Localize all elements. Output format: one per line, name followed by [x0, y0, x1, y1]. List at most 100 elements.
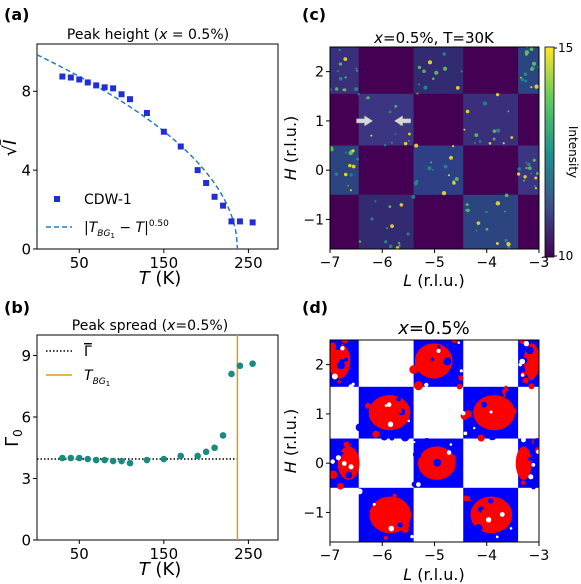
speckle: [477, 434, 485, 442]
data-point: [118, 91, 125, 98]
speckle: [404, 522, 410, 528]
bragg-spot: [413, 181, 418, 186]
bragg-spot: [354, 87, 359, 92]
speckle: [470, 525, 477, 532]
speckle: [480, 401, 488, 408]
bragg-spot: [504, 193, 509, 198]
white-gap: [372, 502, 376, 506]
bragg-spot: [496, 128, 501, 133]
data-point: [118, 457, 125, 465]
y-axis-label-d-unit: (r.l.u.): [281, 409, 300, 462]
speckle: [383, 535, 389, 541]
white-gap: [410, 534, 414, 539]
y-axis-label-a: √I: [0, 140, 21, 157]
panel-c: (c) x=0.5%, T=30K −1 0 1 2 −7 −6 −5 −4 −3 H (r.…: [281, 5, 580, 290]
speckle: [351, 334, 355, 338]
white-gap: [531, 463, 536, 467]
x-ticks-c: −7 −6 −5 −4 −3: [320, 249, 549, 271]
panel-b: (b) Peak spread (x=0.5%) 0 3 6 9 50 150 250 Γ…: [2, 298, 279, 580]
data-point: [228, 370, 235, 378]
heatmap-spots-c: [330, 43, 539, 249]
x-tick-label: 150: [150, 545, 179, 563]
speckle: [374, 511, 382, 518]
bragg-spot: [408, 132, 411, 136]
bragg-spot: [414, 143, 419, 148]
x-axis-label-a-var: T: [139, 268, 152, 289]
speckle: [469, 493, 478, 502]
data-point: [92, 456, 100, 464]
bragg-spot: [430, 161, 433, 164]
x-tick-label: 250: [234, 254, 263, 272]
arrow-marker: [394, 115, 411, 127]
bragg-spot: [354, 43, 357, 46]
speckle: [343, 357, 349, 363]
points-layer-a: [59, 73, 256, 226]
bragg-spot: [504, 238, 508, 243]
bragg-spot: [506, 242, 511, 247]
y-axis-label-d: H (r.l.u.): [281, 409, 300, 474]
data-point: [127, 96, 134, 103]
legend-a-fit-p1: |T: [84, 220, 99, 236]
reference-lines-b: [37, 335, 239, 540]
detector-tile: [518, 47, 539, 94]
bragg-spot: [427, 166, 432, 171]
white-gap: [335, 455, 341, 461]
y-tick-label: 1: [315, 114, 324, 130]
bragg-spot: [529, 47, 534, 51]
y-axis-label-c: H (r.l.u.): [281, 116, 300, 181]
detector-tile: [330, 145, 359, 195]
red-region: [473, 395, 515, 431]
y-tick-label: −1: [303, 505, 324, 521]
bragg-spot: [449, 155, 453, 160]
heatmap-tiles-d: [330, 334, 539, 542]
bragg-spot: [416, 92, 419, 95]
bragg-spot: [344, 76, 347, 79]
bragg-spot: [356, 157, 359, 161]
x-tick-label: 250: [234, 545, 263, 563]
x-tick-label: −7: [320, 548, 341, 564]
bragg-spot: [474, 133, 479, 138]
bragg-spot: [536, 65, 539, 69]
bragg-spot: [520, 77, 525, 82]
y-tick-label: −1: [303, 212, 324, 228]
speckle: [528, 383, 535, 390]
speckle: [443, 357, 452, 366]
data-point: [220, 202, 227, 209]
legend-a-fit-p5: 0.50: [149, 219, 169, 229]
speckle: [337, 482, 344, 490]
bragg-spot: [388, 244, 393, 249]
panel-label-c: (c): [302, 5, 326, 24]
white-gap: [457, 341, 461, 345]
speckle: [526, 334, 529, 337]
bragg-spot: [482, 101, 487, 106]
bragg-spot: [427, 60, 433, 65]
x-axis-label-c-unit: (r.l.u.): [412, 271, 465, 290]
bragg-spot: [533, 185, 536, 188]
bragg-spot: [524, 79, 528, 83]
bragg-spot: [390, 141, 394, 144]
speckle: [473, 524, 483, 533]
bragg-spot: [465, 203, 469, 207]
x-ticks-b: 50 150 250: [70, 540, 263, 563]
y-tick-label: 8: [21, 83, 31, 101]
speckle: [428, 463, 433, 467]
bragg-spot: [534, 176, 538, 180]
bragg-spot: [418, 83, 421, 86]
data-point: [236, 218, 243, 225]
red-region: [515, 446, 532, 480]
speckle: [397, 522, 403, 528]
speckle: [456, 383, 463, 390]
y-ticks-d: −1 0 1 2: [303, 358, 330, 521]
speckle: [336, 361, 345, 370]
data-point: [160, 128, 167, 135]
speckle: [411, 481, 418, 487]
bragg-spot: [502, 142, 505, 145]
bragg-spot: [358, 240, 362, 243]
white-gap: [459, 369, 463, 373]
bragg-spot: [530, 172, 533, 175]
white-gap: [461, 411, 466, 416]
data-point: [76, 76, 83, 83]
bragg-spot: [507, 246, 511, 249]
speckle: [518, 365, 525, 372]
fit-curve: [36, 54, 239, 250]
